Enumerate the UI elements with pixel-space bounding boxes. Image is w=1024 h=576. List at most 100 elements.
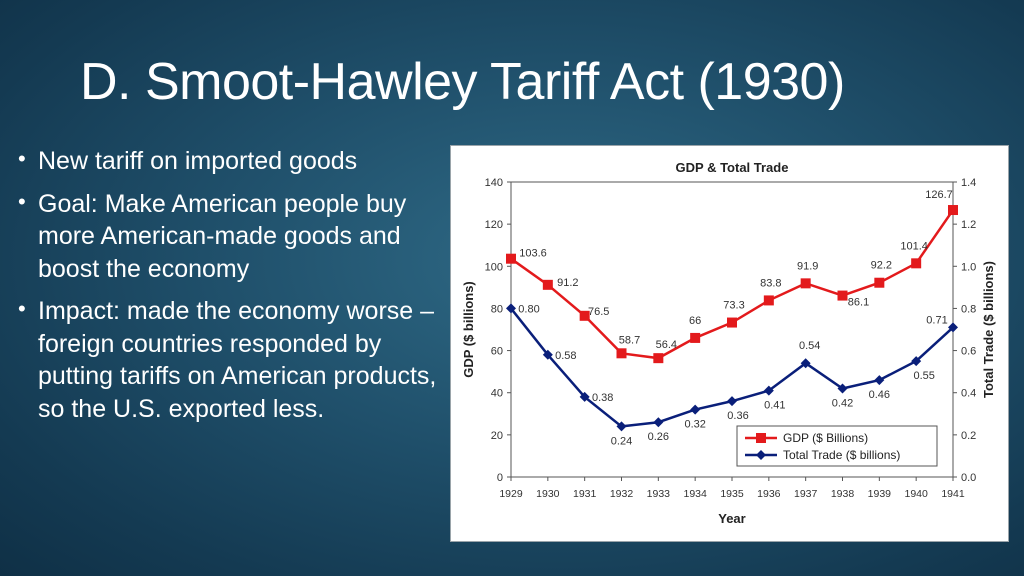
gdp-point	[800, 278, 811, 289]
gdp-point	[616, 348, 627, 359]
gdp-data-label: 56.4	[656, 339, 677, 351]
gdp-data-label: 86.1	[848, 297, 869, 309]
gdp-data-label: 66	[689, 315, 701, 327]
bullet-item: • Goal: Make American people buy more Ame…	[14, 188, 444, 286]
gdp-point	[653, 353, 664, 364]
legend-gdp-marker	[756, 433, 766, 443]
gdp-point	[727, 317, 737, 328]
gdp-data-label: 83.8	[760, 277, 781, 289]
x-tick-label: 1938	[831, 488, 855, 500]
x-tick-label: 1934	[683, 488, 707, 500]
legend-box	[736, 425, 938, 467]
trade-data-label: 0.80	[518, 303, 539, 315]
gdp-point	[948, 205, 958, 216]
gdp-data-label: 101.4	[900, 240, 928, 252]
gdp-data-label: 91.9	[797, 260, 818, 272]
y-tick-label: 60	[491, 346, 503, 358]
y2-tick-label: 0.6	[961, 346, 976, 358]
y-tick-label: 100	[485, 261, 503, 273]
y-tick-label: 80	[491, 303, 503, 315]
bullet-dot-icon: •	[18, 146, 26, 171]
y2-axis-label: Total Trade ($ billions)	[981, 261, 996, 398]
y-tick-label: 20	[491, 430, 503, 442]
gdp-point	[837, 290, 848, 301]
trade-point	[616, 421, 627, 432]
y2-tick-label: 0.0	[961, 472, 976, 484]
x-tick-label: 1930	[536, 488, 560, 500]
trade-data-label: 0.41	[764, 400, 785, 412]
bullet-item: • New tariff on imported goods	[14, 145, 444, 178]
trade-point	[542, 349, 553, 360]
x-tick-label: 1931	[573, 488, 597, 500]
trade-point	[948, 322, 958, 333]
y2-tick-label: 0.2	[961, 430, 976, 442]
y-tick-label: 140	[485, 177, 503, 189]
gdp-data-label: 92.2	[871, 260, 892, 272]
trade-data-label: 0.38	[592, 392, 613, 404]
trade-point	[653, 417, 664, 428]
x-tick-label: 1940	[904, 488, 928, 500]
y-tick-label: 120	[485, 219, 503, 231]
bullet-text: New tariff on imported goods	[38, 147, 358, 175]
y2-tick-label: 1.4	[961, 177, 976, 189]
gdp-data-label: 76.5	[588, 306, 609, 318]
x-tick-label: 1936	[757, 488, 781, 500]
y2-tick-label: 1.0	[961, 261, 976, 273]
trade-data-label: 0.54	[799, 340, 820, 352]
gdp-point	[874, 277, 885, 288]
gdp-point	[690, 332, 701, 343]
y-tick-label: 40	[491, 388, 503, 400]
gdp-point	[579, 310, 590, 321]
gdp-trade-chart: GDP & Total Trade 0 20 40 60 80 100 120 140 0.0 0.…	[461, 160, 996, 526]
gdp-data-label: 91.2	[557, 277, 578, 289]
x-axis-label: Year	[718, 511, 745, 526]
trade-data-label: 0.46	[869, 389, 890, 401]
y2-tick-label: 0.4	[961, 388, 976, 400]
gdp-data-label: 103.6	[519, 248, 547, 260]
trade-data-label: 0.58	[555, 350, 576, 362]
y-axis-label: GDP ($ billions)	[461, 281, 476, 378]
x-tick-label: 1935	[720, 488, 744, 500]
trade-point	[800, 358, 811, 369]
trade-data-label: 0.55	[913, 370, 934, 382]
trade-point	[506, 303, 516, 314]
x-tick-label: 1937	[794, 488, 818, 500]
bullet-list: • New tariff on imported goods • Goal: Mak…	[14, 145, 444, 435]
gdp-data-label: 73.3	[723, 300, 744, 312]
trade-data-label: 0.42	[832, 398, 853, 410]
trade-data-label: 0.26	[648, 431, 669, 443]
y-tick-label: 0	[497, 472, 503, 484]
chart-title: GDP & Total Trade	[676, 160, 789, 175]
bullet-dot-icon: •	[18, 188, 26, 214]
trade-point	[874, 375, 885, 386]
trade-data-label: 0.24	[611, 435, 632, 447]
x-tick-label: 1933	[647, 488, 671, 500]
trade-data-label: 0.36	[727, 410, 748, 422]
legend-trade-label: Total Trade ($ billions)	[783, 448, 900, 462]
gdp-point	[763, 295, 774, 306]
trade-point	[579, 391, 590, 402]
gdp-point	[506, 253, 516, 264]
trade-point	[690, 404, 701, 415]
gdp-data-label: 58.7	[619, 334, 640, 346]
chart-panel: GDP & Total Trade 0 20 40 60 80 100 120 140 0.0 0.…	[450, 145, 1009, 542]
gdp-point	[542, 279, 553, 290]
trade-point	[911, 356, 922, 367]
bullet-dot-icon: •	[18, 296, 26, 321]
trade-data-label: 0.71	[926, 314, 947, 326]
y2-tick-label: 0.8	[961, 303, 976, 315]
x-tick-label: 1929	[499, 488, 523, 500]
legend-gdp-label: GDP ($ Billions)	[783, 431, 868, 445]
trade-point	[763, 385, 774, 396]
trade-data-label: 0.32	[684, 419, 705, 431]
x-tick-label: 1939	[868, 488, 892, 500]
trade-point	[837, 383, 848, 394]
x-tick-label: 1932	[610, 488, 634, 500]
gdp-data-label: 126.7	[925, 189, 953, 201]
bullet-item: • Impact: made the economy worse – foreig…	[14, 295, 444, 425]
legend-trade-marker	[756, 450, 766, 460]
bullet-text: Goal: Make American people buy more Amer…	[38, 189, 407, 283]
gdp-point	[911, 258, 922, 269]
y2-tick-label: 1.2	[961, 219, 976, 231]
slide-title: D. Smoot-Hawley Tariff Act (1930)	[80, 53, 845, 111]
